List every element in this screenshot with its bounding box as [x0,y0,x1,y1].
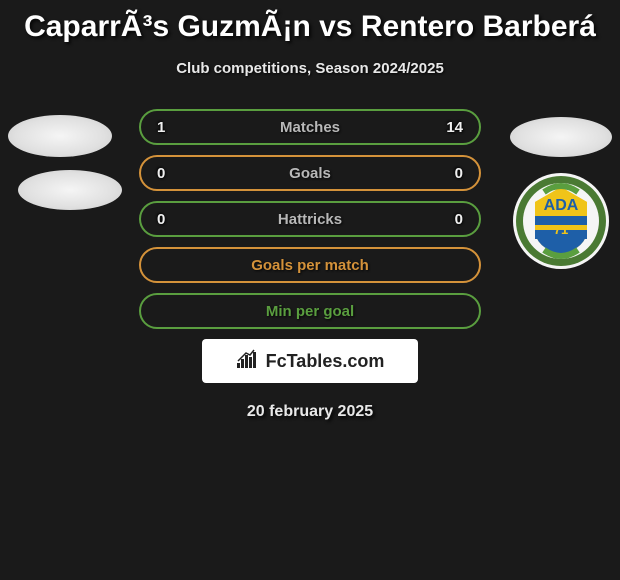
chart-bars-icon [236,349,260,374]
stat-label: Matches [280,119,340,136]
stat-left-value: 0 [157,165,165,182]
stat-right-value: 0 [455,211,463,228]
footer-brand-text: FcTables.com [266,351,385,372]
footer-brand-logo: FcTables.com [202,339,418,383]
stat-label: Goals per match [251,257,369,274]
stat-label: Goals [289,165,331,182]
date-text: 20 february 2025 [0,403,620,421]
stat-row-hattricks: 0 Hattricks 0 [139,201,481,237]
subtitle: Club competitions, Season 2024/2025 [0,60,620,77]
stat-label: Hattricks [278,211,342,228]
stat-row-matches: 1 Matches 14 [139,109,481,145]
stat-row-goals: 0 Goals 0 [139,155,481,191]
stat-right-value: 14 [446,119,463,136]
stats-container: 1 Matches 14 0 Goals 0 0 Hattricks 0 Goa… [0,109,620,329]
comparison-title: CaparrÃ³s GuzmÃ¡n vs Rentero Barberá [0,0,620,44]
stat-label: Min per goal [266,303,354,320]
stat-right-value: 0 [455,165,463,182]
stat-row-goals-per-match: Goals per match [139,247,481,283]
stat-left-value: 0 [157,211,165,228]
stat-left-value: 1 [157,119,165,136]
stat-row-min-per-goal: Min per goal [139,293,481,329]
